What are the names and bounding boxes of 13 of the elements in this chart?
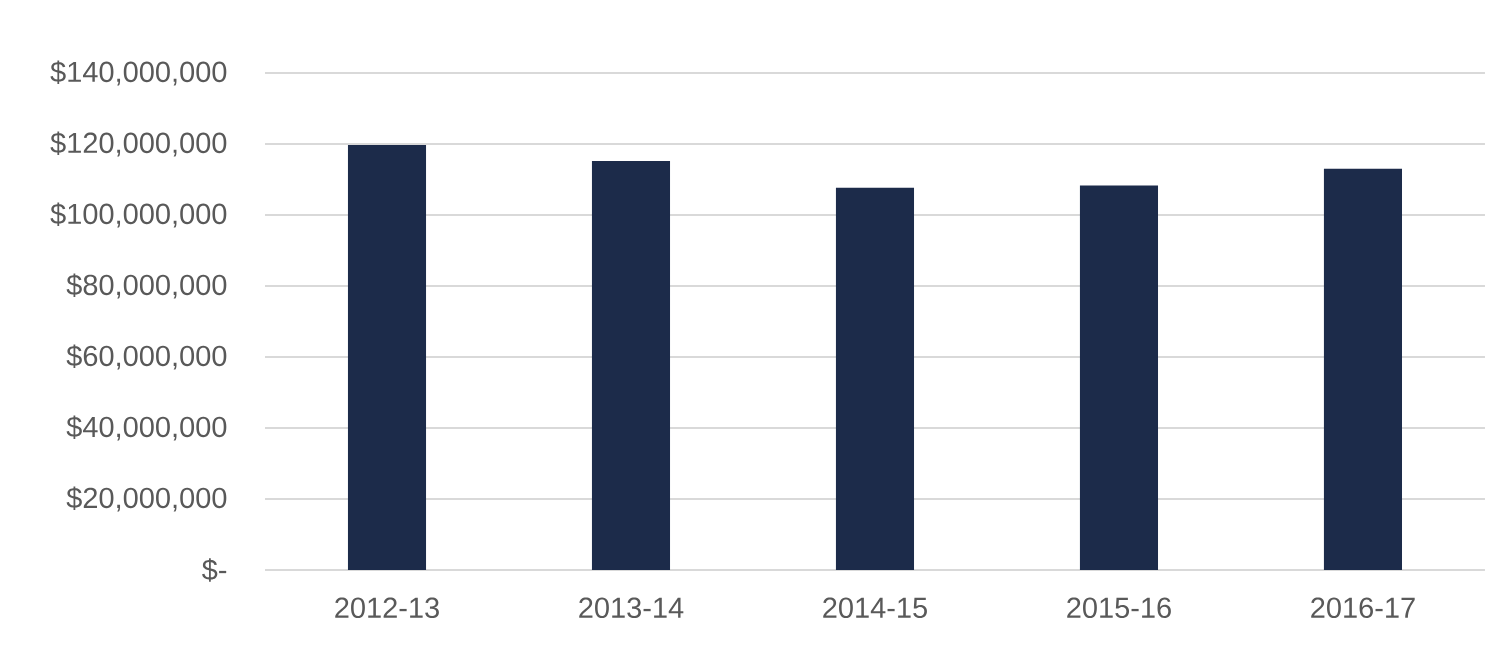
y-tick-label: $80,000,000 [66,273,227,299]
x-tick-label: 2015-16 [1067,597,1171,619]
y-tick-label: $100,000,000 [50,202,227,228]
y-tick-label: $- [202,558,227,582]
y-tick-label: $40,000,000 [66,415,227,441]
y-tick-label: $140,000,000 [50,60,227,86]
x-tick-label: 2013-14 [579,597,684,619]
x-tick-label: 2012-13 [335,597,439,619]
x-tick-label: 2014-15 [823,597,927,619]
y-tick-label: $60,000,000 [66,344,227,370]
y-tick-label: $120,000,000 [50,131,227,157]
x-tick-label: 2016-17 [1311,597,1415,619]
y-tick-label: $20,000,000 [66,486,227,512]
